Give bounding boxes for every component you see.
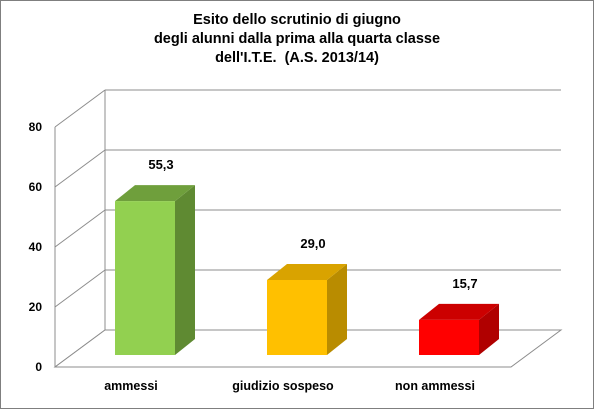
bar-ammessi [115,201,175,355]
title-line-2: degli alunni dalla prima alla quarta cla… [153,31,441,47]
bar-side-2 [479,303,499,355]
data-label: 55,3 [148,157,173,172]
title-line-1: Esito dello scrutinio di giugno [193,12,401,28]
depth-line-40 [54,209,106,248]
title-line-3: dell'I.T.E. (A.S. 2013/14) [215,50,379,66]
depth-line-80 [54,89,106,128]
depth-line-20 [54,269,106,308]
data-label: 15,7 [452,276,477,291]
x-tick-label: giudizio sospeso [232,379,334,393]
y-tick-label: 60 [29,180,43,194]
chart-title: Esito dello scrutinio di giugno degli al… [1,11,593,68]
depth-line-60 [54,149,106,188]
data-label: 29,0 [300,236,325,251]
bar-side-1 [327,264,347,355]
x-tick-label: ammessi [104,379,158,393]
y-tick-label: 20 [29,300,43,314]
bar-non-ammessi [419,319,479,355]
bar-side-0 [175,185,195,355]
bar-top-2 [419,303,499,320]
y-tick-label: 80 [29,120,43,134]
bar-giudizio-sospeso [267,280,327,355]
x-tick-label: non ammessi [395,379,475,393]
y-tick-label: 0 [35,360,42,374]
bar-top-0 [115,185,195,202]
y-tick-label: 40 [29,240,43,254]
bar-top-1 [267,264,347,280]
